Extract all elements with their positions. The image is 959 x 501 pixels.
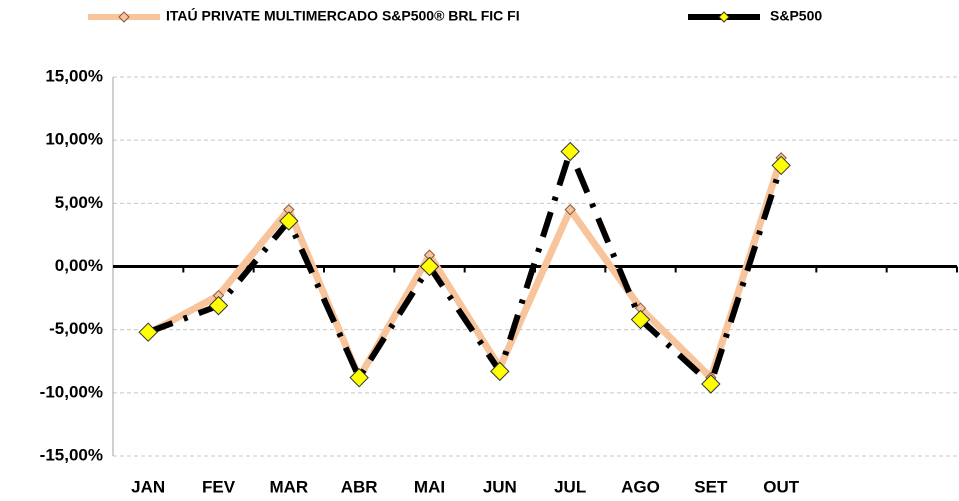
- x-tick-label: OUT: [763, 477, 800, 496]
- x-tick-label: JAN: [131, 477, 165, 496]
- legend-label: S&P500: [770, 8, 822, 24]
- data-point: [349, 367, 369, 388]
- y-tick-label: 5,00%: [55, 193, 103, 212]
- data-point: [138, 322, 158, 342]
- y-tick-label: 10,00%: [45, 130, 103, 149]
- x-tick-label: MAI: [414, 477, 445, 496]
- x-tick-label: SET: [694, 477, 728, 496]
- series-line: [146, 156, 785, 382]
- x-tick-label: AGO: [621, 477, 660, 496]
- data-point: [490, 361, 510, 382]
- data-point: [630, 309, 651, 330]
- data-point: [419, 256, 440, 277]
- legend-marker: [718, 11, 730, 23]
- series-line: [147, 148, 785, 387]
- data-point: [564, 203, 576, 216]
- data-point: [208, 295, 229, 316]
- y-tick-label: -15,00%: [40, 445, 103, 464]
- data-point: [701, 374, 721, 394]
- y-tick-label: 15,00%: [45, 66, 103, 85]
- y-tick-label: 0,00%: [55, 256, 103, 275]
- legend: ITAÚ PRIVATE MULTIMERCADO S&P500® BRL FI…: [88, 7, 822, 24]
- x-tick-label: JUL: [554, 477, 586, 496]
- data-point: [771, 155, 791, 176]
- y-tick-label: -10,00%: [40, 382, 103, 401]
- legend-marker: [118, 11, 130, 23]
- data-point: [279, 211, 299, 231]
- x-tick-label: ABR: [341, 477, 378, 496]
- x-tick-label: FEV: [202, 477, 236, 496]
- x-tick-label: MAR: [269, 477, 308, 496]
- x-tick-label: JUN: [483, 477, 517, 496]
- y-tick-label: -5,00%: [49, 319, 103, 338]
- data-point: [560, 141, 580, 162]
- legend-label: ITAÚ PRIVATE MULTIMERCADO S&P500® BRL FI…: [166, 7, 520, 24]
